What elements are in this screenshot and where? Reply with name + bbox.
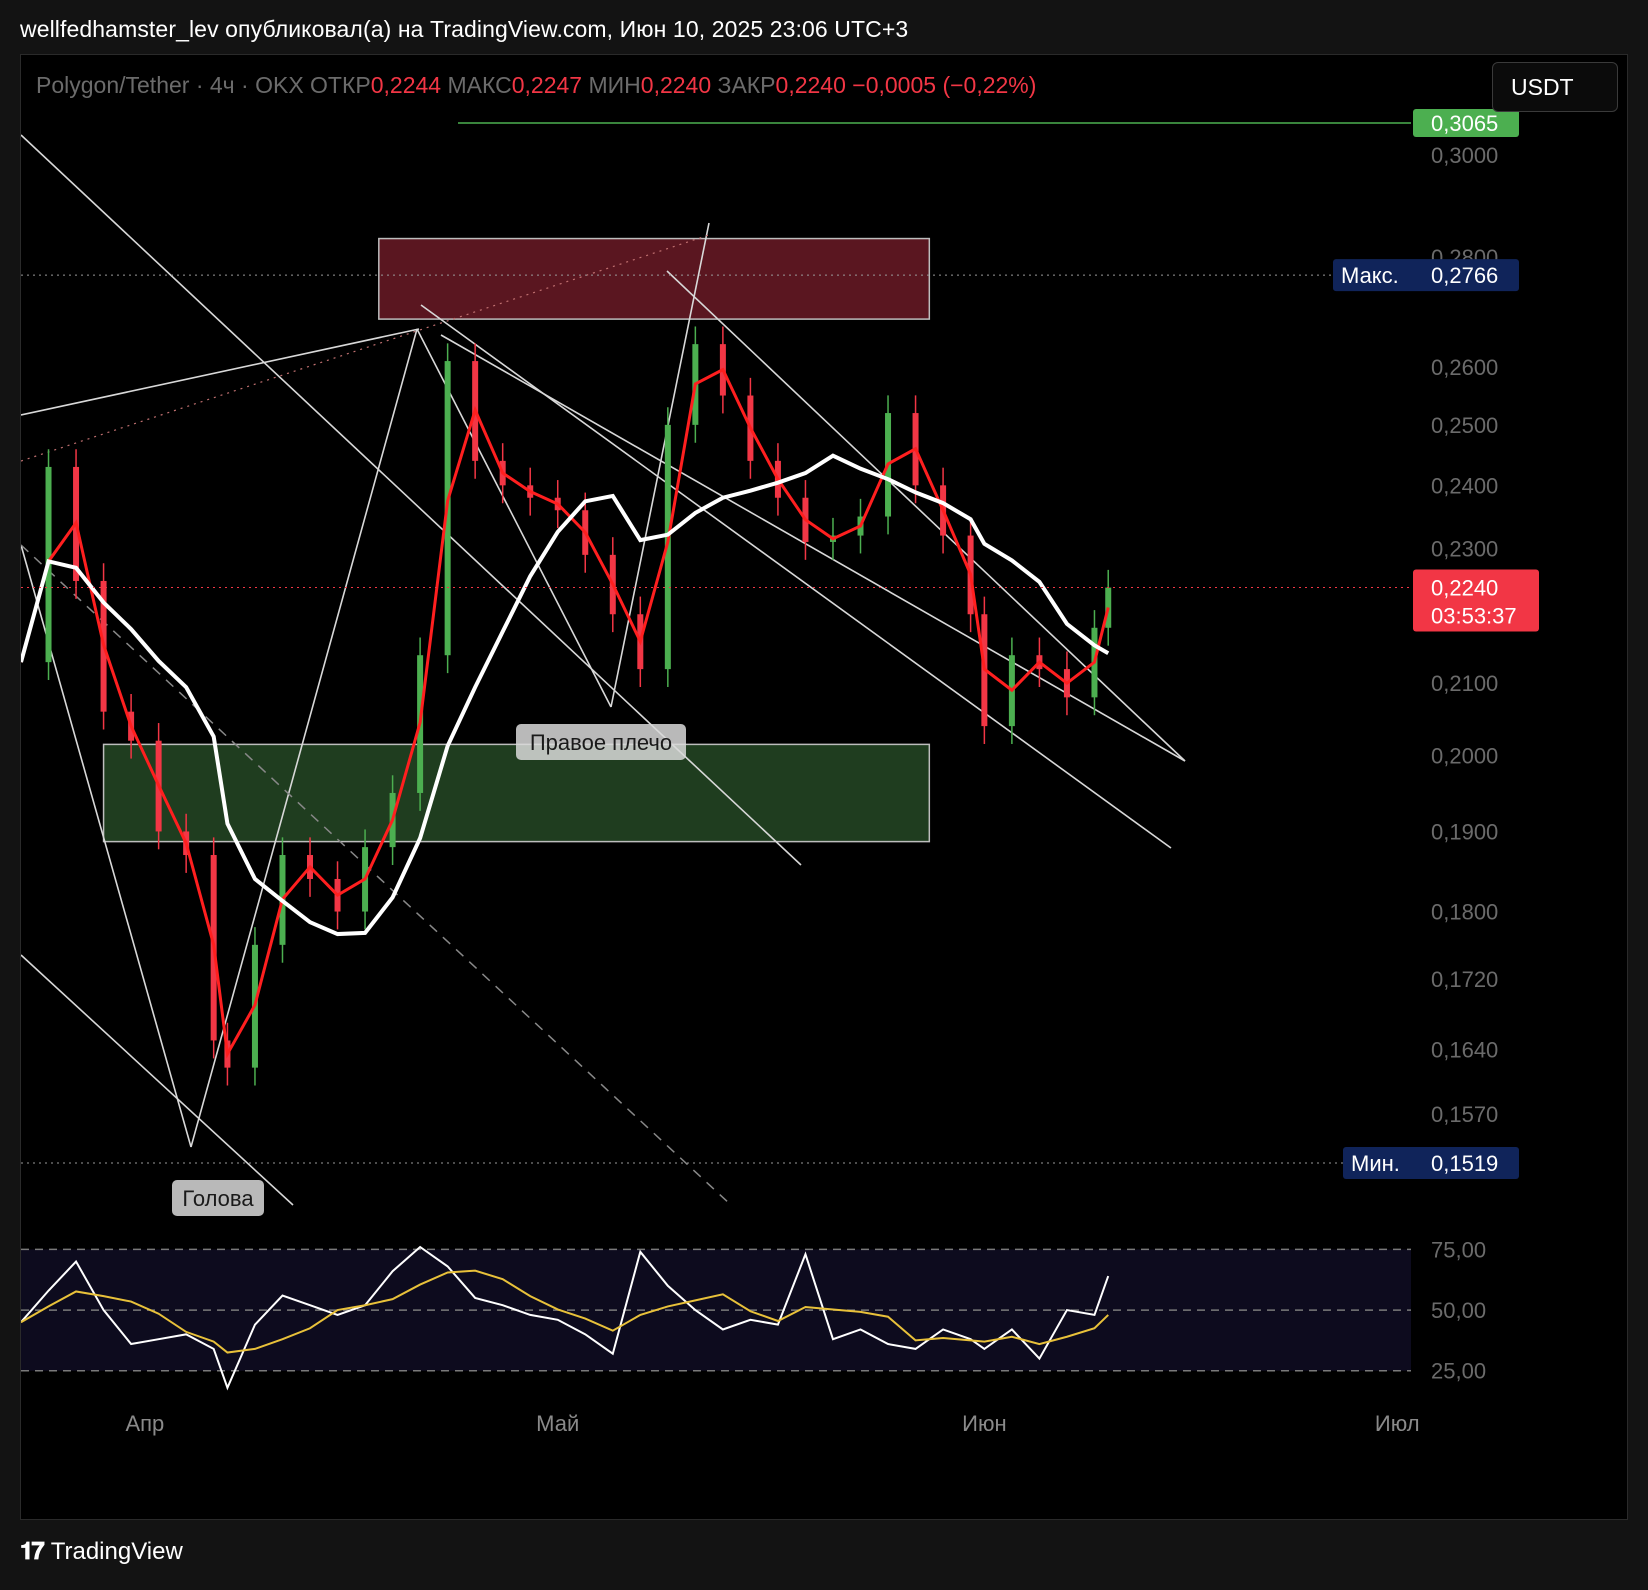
price-tick-label: 0,2600: [1431, 355, 1498, 380]
max-badge-label: Макс.: [1341, 263, 1399, 288]
trend-line: [21, 328, 420, 416]
rsi-tick-label: 50,00: [1431, 1298, 1486, 1323]
legend-high-label: МАКС: [447, 72, 512, 98]
annotation-label: Голова: [182, 1186, 254, 1211]
rsi-signal-line: [21, 1269, 1109, 1354]
time-tick-label: Июн: [962, 1411, 1006, 1436]
support-zone: [102, 743, 931, 843]
rsi-line: [21, 1245, 1110, 1391]
time-tick-label: Май: [536, 1411, 579, 1436]
max-badge: [1333, 259, 1519, 292]
trend-line: [21, 954, 294, 1206]
price-tick-label: 0,3000: [1431, 143, 1498, 168]
legend-low-label: МИН: [588, 72, 641, 98]
trend-line: [610, 222, 710, 708]
last-price-badge-value: 0,2240: [1431, 576, 1498, 601]
time-tick-label: Апр: [125, 1411, 164, 1436]
footer-brand-label: TradingView: [50, 1538, 183, 1565]
annotation-box: [172, 1180, 264, 1216]
price-tick-label: 0,1640: [1431, 1037, 1498, 1062]
legend-close-label: ЗАКР: [717, 72, 776, 98]
price-tick-label: 0,2100: [1431, 671, 1498, 696]
target-badge: [1413, 109, 1519, 137]
min-badge: [1343, 1147, 1519, 1179]
price-tick-label: 0,2400: [1431, 473, 1498, 498]
trend-line: [666, 270, 1186, 762]
last-price-countdown: 03:53:37: [1431, 604, 1517, 629]
rsi-tick-label: 25,00: [1431, 1359, 1486, 1384]
rsi-tick-label: 75,00: [1431, 1237, 1486, 1262]
footer-brand[interactable]: 𝟏𝟕 TradingView: [20, 1538, 183, 1566]
last-price-badge: [1413, 569, 1539, 632]
legend-open: 0,2244: [370, 72, 442, 98]
dotted-trend-line: [21, 234, 710, 462]
legend-change: −0,0005 (−0,22%): [852, 72, 1037, 98]
price-tick-label: 0,2000: [1431, 743, 1498, 768]
annotation-box: [516, 724, 686, 760]
legend-close: 0,2240: [775, 72, 846, 98]
resistance-zone: [378, 237, 931, 320]
tradingview-logo-icon: 𝟏𝟕: [20, 1538, 45, 1565]
chart-frame[interactable]: 75,00 50,00 25,00 0,3000 0,2800 0,2600 0,2500 0…: [20, 54, 1628, 1520]
legend-high: 0,2247: [511, 72, 583, 98]
target-badge-text: 0,3065: [1431, 111, 1498, 136]
price-tick-label: 0,1900: [1431, 819, 1498, 844]
legend-open-label: ОТКР: [310, 72, 371, 98]
max-badge-value: 0,2766: [1431, 263, 1498, 288]
legend-symbol: Polygon/Tether · 4ч · OKX: [36, 72, 304, 98]
trend-line: [190, 328, 418, 1148]
ma-slow-line: [21, 453, 1110, 937]
post-header: wellfedhamster_lev опубликовал(а) на Tra…: [20, 16, 909, 42]
symbol-legend: Polygon/Tether · 4ч · OKX ОТКР0,2244 МАК…: [36, 72, 1036, 99]
currency-button[interactable]: USDT: [1492, 62, 1618, 112]
price-tick-label: 0,1570: [1431, 1102, 1498, 1127]
price-chart[interactable]: 75,0050,0025,000,30000,28000,26000,25000…: [21, 55, 1629, 1521]
legend-low: 0,2240: [640, 72, 712, 98]
price-tick-label: 0,2500: [1431, 413, 1498, 438]
price-tick-label: 0,1720: [1431, 967, 1498, 992]
min-badge-label: Мин.: [1351, 1151, 1400, 1176]
annotation-label: Правое плечо: [530, 730, 672, 755]
ma-fast-line: [21, 367, 1110, 1059]
trend-line: [440, 334, 1186, 762]
price-tick-label: 0,2300: [1431, 536, 1498, 561]
price-tick-label: 0,1800: [1431, 900, 1498, 925]
min-badge-value: 0,1519: [1431, 1151, 1498, 1176]
time-tick-label: Июл: [1375, 1411, 1420, 1436]
